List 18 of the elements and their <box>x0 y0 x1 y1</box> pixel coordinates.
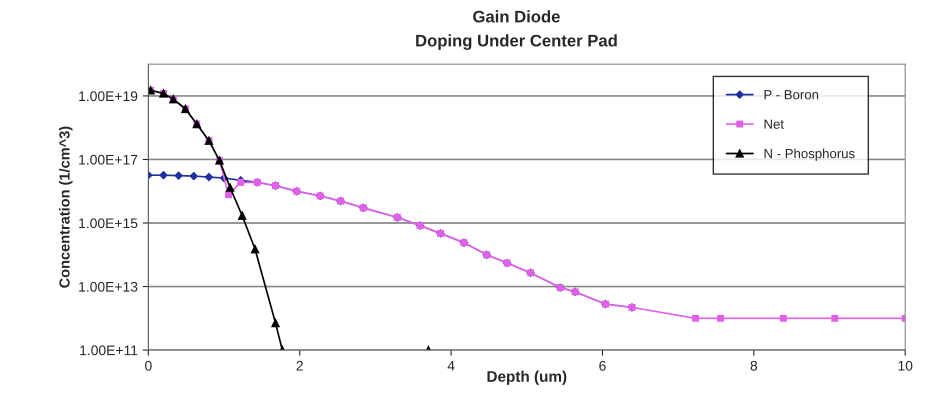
legend-label: N - Phosphorus <box>764 148 855 161</box>
x-tick-label: 8 <box>750 360 758 371</box>
x-tick-label: 2 <box>296 360 303 371</box>
y-tick-label: 1.00E+15 <box>79 218 138 228</box>
legend-label: Net <box>764 120 784 129</box>
x-tick-label: 10 <box>898 360 912 371</box>
chart-title: Gain Diode <box>473 10 560 23</box>
legend-label: P - Boron <box>764 90 818 100</box>
chart-subtitle: Doping Under Center Pad <box>416 34 617 50</box>
y-tick-label: 1.00E+17 <box>79 154 138 165</box>
x-tick-label: 6 <box>599 360 606 371</box>
x-tick-label: 0 <box>145 360 152 371</box>
x-tick-label: 4 <box>448 361 455 371</box>
y-tick-label: 1.00E+11 <box>80 345 138 356</box>
y-axis-title: Concentration (1/cm^3) <box>58 126 73 288</box>
y-tick-label: 1.00E+13 <box>79 282 138 292</box>
y-tick-label: 1.00E+19 <box>79 91 138 102</box>
x-axis-title: Depth (um) <box>487 370 566 385</box>
